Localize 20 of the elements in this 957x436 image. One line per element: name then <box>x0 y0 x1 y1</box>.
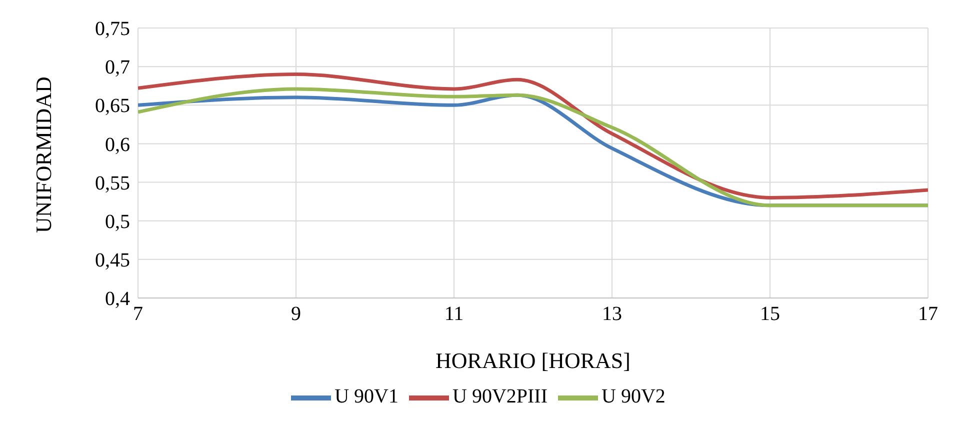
legend-label: U 90V1 <box>334 386 398 408</box>
legend-label: U 90V2 <box>602 386 666 408</box>
y-tick-label: 0,6 <box>105 134 130 156</box>
x-axis-title: HORARIO [HORAS] <box>436 348 630 373</box>
x-tick-label: 17 <box>918 303 938 326</box>
y-tick-label: 0,75 <box>95 18 130 40</box>
x-tick-label: 13 <box>602 303 622 326</box>
y-tick-label: 0,4 <box>105 288 130 310</box>
y-tick-label: 0,45 <box>95 250 130 272</box>
x-tick-label: 7 <box>133 303 143 326</box>
line-series <box>138 72 928 200</box>
y-tick-label: 0,7 <box>105 56 130 79</box>
y-tick-label: 0,65 <box>95 95 130 118</box>
x-tick-label: 9 <box>291 303 301 326</box>
y-axis-title: UNIFORMIDAD <box>30 76 56 233</box>
x-tick-label: 15 <box>760 303 780 326</box>
y-tick-label: 0,55 <box>95 172 130 194</box>
legend-label: U 90V2PIII <box>452 386 548 408</box>
x-tick-label: 11 <box>444 303 464 326</box>
y-tick-label: 0,5 <box>105 210 130 233</box>
